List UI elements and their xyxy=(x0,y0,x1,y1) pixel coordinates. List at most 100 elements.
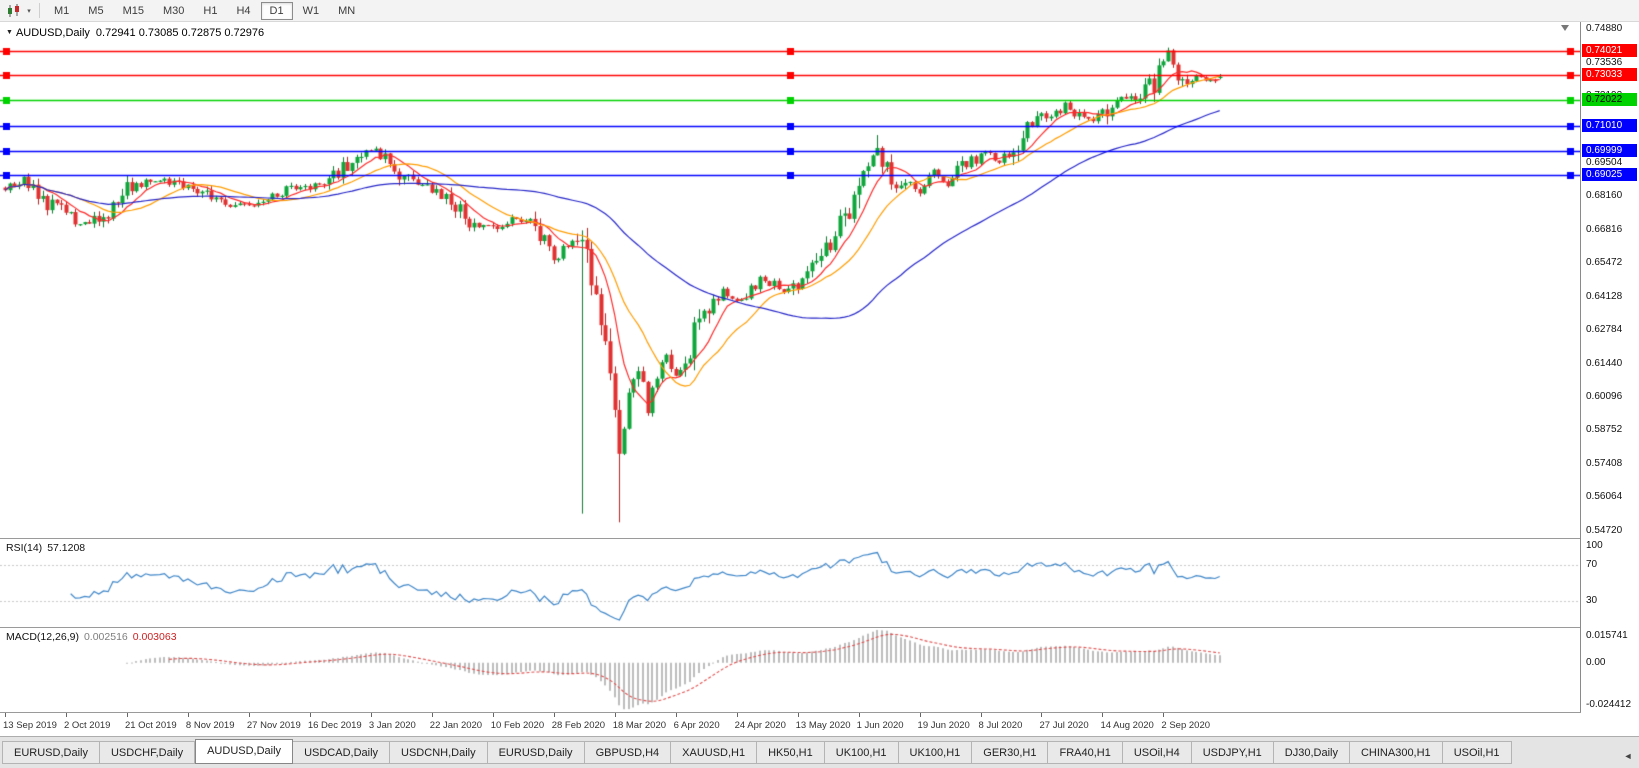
timeframe-button-w1[interactable]: W1 xyxy=(302,4,320,17)
chart-tab-bar: EURUSD,Daily USDCHF,Daily AUDUSD,Daily USDC… xyxy=(0,736,1639,768)
chart-tab-audusd-daily[interactable]: AUDUSD,Daily xyxy=(195,739,294,764)
macd-indicator-label: MACD(12,26,9) 0.002516 0.003063 xyxy=(6,631,177,643)
chart-tab-usoil-h4[interactable]: USOil,H4 xyxy=(1122,741,1192,764)
timeframe-button-d1[interactable]: D1 xyxy=(260,1,293,20)
chart-tab-usdcad-daily[interactable]: USDCAD,Daily xyxy=(293,741,391,764)
timeframe-button-m15[interactable]: M15 xyxy=(122,4,144,17)
rsi-axis-label: 100 xyxy=(1586,540,1603,551)
chart-tab-uk100-h1[interactable]: UK100,H1 xyxy=(824,741,899,764)
symbol-dropdown-icon[interactable]: ▼ xyxy=(6,29,13,36)
time-axis-tick xyxy=(187,713,189,717)
chart-tab-eurusd-daily[interactable]: EURUSD,Daily xyxy=(2,741,100,764)
time-axis-label: 8 Nov 2019 xyxy=(185,720,235,731)
timeframe-button-mn[interactable]: MN xyxy=(338,4,356,17)
time-axis-tick xyxy=(1041,713,1043,717)
candlestick-glyph xyxy=(8,3,19,17)
chart-tab-gbpusd-h4[interactable]: GBPUSD,H4 xyxy=(584,741,672,764)
price-axis-label: 0.66816 xyxy=(1586,223,1623,235)
macd-signal-value: 0.003063 xyxy=(132,631,177,643)
time-axis-tick xyxy=(675,713,677,717)
time-axis-label: 3 Jan 2020 xyxy=(368,720,416,731)
time-axis-label: 2 Oct 2019 xyxy=(63,720,111,731)
pane-separator[interactable] xyxy=(0,627,1639,628)
chart-tabs: EURUSD,Daily USDCHF,Daily AUDUSD,Daily USDC… xyxy=(0,737,1617,764)
time-axis-tick xyxy=(1163,713,1165,717)
chart-type-dropdown-icon[interactable]: ▾ xyxy=(27,7,31,15)
chart-tab-eurusd-daily[interactable]: EURUSD,Daily xyxy=(487,741,585,764)
time-axis-label: 21 Oct 2019 xyxy=(124,720,177,731)
chart-tab-usoil-h1[interactable]: USOil,H1 xyxy=(1442,741,1512,764)
time-axis-label: 27 Jul 2020 xyxy=(1039,720,1089,731)
price-axis-label: 0.73536 xyxy=(1586,56,1623,68)
timeframe-button-h1[interactable]: H1 xyxy=(203,4,218,17)
chart-tab-china300-h1[interactable]: CHINA300,H1 xyxy=(1349,741,1443,764)
time-axis-label: 24 Apr 2020 xyxy=(734,720,786,731)
time-axis-tick xyxy=(858,713,860,717)
chart-tab-fra40-h1[interactable]: FRA40,H1 xyxy=(1048,741,1123,764)
rsi-value: 57.1208 xyxy=(47,542,86,554)
chart-tab-uk100-h1[interactable]: UK100,H1 xyxy=(898,741,973,764)
macd-pane-canvas[interactable] xyxy=(0,628,1580,712)
chart-tab-usdjpy-h1[interactable]: USDJPY,H1 xyxy=(1191,741,1274,764)
hline-price-badge: 0.71010 xyxy=(1582,118,1637,132)
chart-tab-hk50-h1[interactable]: HK50,H1 xyxy=(757,741,825,764)
time-axis-label: 14 Aug 2020 xyxy=(1100,720,1154,731)
time-axis-tick xyxy=(309,713,311,717)
chart-tab-xauusd-h1[interactable]: XAUUSD,H1 xyxy=(671,741,758,764)
time-axis-label: 10 Feb 2020 xyxy=(490,720,545,731)
hline-price-badge: 0.69999 xyxy=(1582,143,1637,157)
chart-shift-marker-icon[interactable] xyxy=(1561,25,1569,31)
hline-price-badge: 0.73033 xyxy=(1582,68,1637,82)
time-axis-label: 22 Jan 2020 xyxy=(429,720,483,731)
time-axis-tick xyxy=(431,713,433,717)
price-axis-label: 0.57408 xyxy=(1586,457,1623,469)
price-axis-label: 0.74880 xyxy=(1586,23,1623,35)
pane-separator[interactable] xyxy=(0,538,1639,539)
time-axis-tick xyxy=(980,713,982,717)
price-scale[interactable]: 0.748800.735360.721920.708480.695040.681… xyxy=(1581,22,1639,736)
macd-main-value: 0.002516 xyxy=(83,631,128,643)
price-axis-label: 0.69504 xyxy=(1586,157,1623,169)
toolbar: ▾ M1 M5 M15 M30 H1 H4 D1 W1 MN xyxy=(0,0,1639,22)
main-chart-canvas[interactable] xyxy=(0,22,1580,538)
time-axis-label: 18 Mar 2020 xyxy=(612,720,667,731)
time-axis-tick xyxy=(126,713,128,717)
timeframe-button-m1[interactable]: M1 xyxy=(54,4,70,17)
hline-price-badge: 0.72022 xyxy=(1582,93,1637,107)
time-axis-label: 27 Nov 2019 xyxy=(246,720,301,731)
hline-price-badge: 0.69025 xyxy=(1582,167,1637,181)
chart-tab-usdchf-daily[interactable]: USDCHF,Daily xyxy=(99,741,196,764)
chart-tab-dj30-daily[interactable]: DJ30,Daily xyxy=(1273,741,1350,764)
time-axis-tick xyxy=(248,713,250,717)
hline-price-badge: 0.74021 xyxy=(1582,43,1637,57)
price-scale-border xyxy=(1580,22,1581,736)
timeframe-button-m5[interactable]: M5 xyxy=(88,4,104,17)
price-axis-label: 0.68160 xyxy=(1586,190,1623,202)
macd-axis-label: 0.015741 xyxy=(1586,630,1628,641)
chart-title: ▼ AUDUSD,Daily 0.72941 0.73085 0.72875 0.7… xyxy=(6,27,264,39)
time-axis[interactable]: 13 Sep 2019 2 Oct 2019 21 Oct 2019 8 Nov 20… xyxy=(0,712,1639,736)
time-axis-label: 13 May 2020 xyxy=(795,720,851,731)
time-axis-label: 2 Sep 2020 xyxy=(1161,720,1211,731)
price-axis-label: 0.60096 xyxy=(1586,390,1623,402)
time-axis-label: 8 Jul 2020 xyxy=(978,720,1023,731)
chart-title-symbol: AUDUSD,Daily xyxy=(15,27,90,39)
rsi-axis-label: 70 xyxy=(1586,559,1598,571)
time-axis-tick xyxy=(65,713,67,717)
price-axis-label: 0.64128 xyxy=(1586,290,1623,302)
rsi-pane-canvas[interactable] xyxy=(0,539,1580,627)
time-axis-label: 19 Jun 2020 xyxy=(917,720,970,731)
time-axis-tick xyxy=(370,713,372,717)
timeframe-button-m30[interactable]: M30 xyxy=(162,4,185,17)
time-axis-label: 16 Dec 2019 xyxy=(307,720,362,731)
price-axis-label: 0.65472 xyxy=(1586,257,1623,269)
price-axis-label: 0.54720 xyxy=(1586,524,1623,536)
time-axis-tick xyxy=(553,713,555,717)
time-axis-tick xyxy=(1102,713,1104,717)
tab-scroll-left-button[interactable]: ◄ xyxy=(1623,751,1633,761)
chart-tab-ger30-h1[interactable]: GER30,H1 xyxy=(972,741,1049,764)
chart-tab-usdcnh-daily[interactable]: USDCNH,Daily xyxy=(390,741,488,764)
timeframe-button-h4[interactable]: H4 xyxy=(236,4,251,17)
chart-type-icon[interactable] xyxy=(4,3,24,19)
